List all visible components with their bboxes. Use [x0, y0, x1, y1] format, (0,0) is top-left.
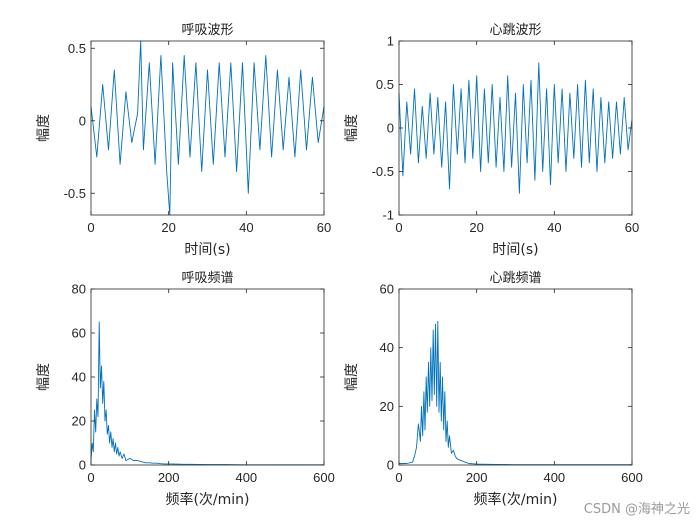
chart-4-axes-frame: [398, 288, 633, 466]
chart-1-y-tick-label: -0.5: [64, 186, 86, 201]
chart-1-title: 呼吸波形: [181, 23, 233, 38]
chart-3-x-tick-label: 200: [158, 470, 180, 485]
chart-3-y-axis-label: 幅度: [36, 363, 52, 391]
chart-3-series-line: [90, 321, 324, 466]
chart-3-y-tick-label: 0: [79, 458, 86, 473]
chart-2-series-line: [398, 62, 633, 194]
chart-2-y-tick-label: 0: [387, 121, 394, 136]
chart-4-y-tick-label: 0: [387, 458, 394, 473]
chart-3-x-axis-label: 频率(次/min): [165, 491, 249, 508]
chart-2-axes-frame: [398, 40, 633, 216]
chart-3-axes-frame: [90, 288, 325, 466]
chart-4-y-tick-label: 40: [380, 340, 394, 355]
chart-1-x-tick-label: 40: [239, 220, 253, 235]
chart-4-y-tick-label: 20: [380, 399, 394, 414]
chart-1-x-tick-label: 0: [87, 220, 94, 235]
chart-1-x-tick-label: 20: [161, 220, 175, 235]
chart-4-y-axis-label: 幅度: [344, 363, 360, 391]
chart-2-y-axis-label: 幅度: [344, 114, 360, 142]
chart-2-y-tick-label: -0.5: [372, 164, 394, 179]
chart-2-x-tick-label: 20: [469, 220, 483, 235]
chart-1-x-axis-label: 时间(s): [184, 242, 230, 258]
chart-4-y-tick-label: 60: [380, 282, 394, 297]
chart-3-y-tick-label: 80: [72, 282, 86, 297]
chart-2-x-axis-label: 时间(s): [492, 242, 538, 258]
chart-4-x-tick-label: 600: [621, 470, 643, 485]
chart-2-y-tick-label: -1: [382, 208, 394, 223]
chart-3-x-tick-label: 0: [87, 470, 94, 485]
chart-1-y-axis-label: 幅度: [36, 114, 52, 142]
chart-3-x-tick-label: 600: [313, 470, 335, 485]
chart-4-x-axis-label: 频率(次/min): [473, 491, 557, 508]
chart-3-x-tick-label: 400: [235, 470, 257, 485]
chart-3-title: 呼吸频谱: [181, 271, 233, 286]
chart-2-x-tick-label: 60: [625, 220, 639, 235]
chart-2-x-tick-label: 0: [395, 220, 402, 235]
chart-3-y-tick-label: 20: [72, 414, 86, 429]
chart-1-x-tick-label: 60: [317, 220, 331, 235]
chart-4-series-line: [399, 320, 632, 466]
chart-3-y-tick-label: 60: [72, 326, 86, 341]
chart-2-x-tick-label: 40: [547, 220, 561, 235]
chart-4-x-tick-label: 0: [395, 470, 402, 485]
watermark: CSDN @海神之光: [583, 502, 690, 517]
chart-4-title: 心跳频谱: [489, 271, 541, 286]
chart-4-x-tick-label: 200: [466, 470, 488, 485]
chart-2-y-tick-label: 0.5: [376, 77, 394, 92]
chart-4-x-tick-label: 400: [543, 470, 565, 485]
chart-1-axes-frame: [90, 40, 325, 216]
chart-1-series-line: [90, 40, 325, 216]
chart-1-y-tick-label: 0.5: [68, 41, 86, 56]
chart-1-y-tick-label: 0: [79, 113, 86, 128]
chart-3-y-tick-label: 40: [72, 370, 86, 385]
chart-2-y-tick-label: 1: [387, 34, 394, 49]
chart-2-title: 心跳波形: [489, 23, 541, 38]
